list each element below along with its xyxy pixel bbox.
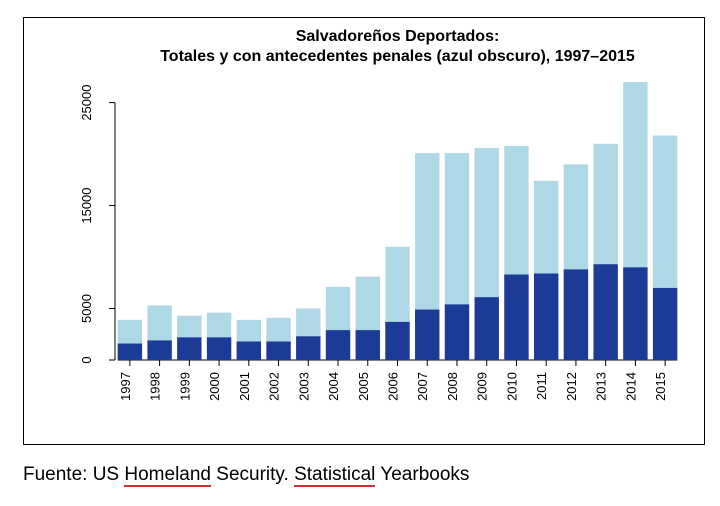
x-label: 2001 [237, 372, 252, 401]
bar-criminal [445, 304, 469, 360]
svg-text:Totales y con antecedentes pen: Totales y con antecedentes penales (azul… [160, 48, 635, 65]
bar-criminal [356, 330, 380, 360]
x-label: 2012 [564, 372, 579, 401]
x-label: 1999 [177, 372, 192, 401]
svg-text:0: 0 [79, 356, 94, 363]
x-label: 2014 [623, 372, 638, 401]
x-label: 1997 [118, 372, 133, 401]
x-label: 2008 [445, 372, 460, 401]
bar-criminal [118, 344, 142, 360]
x-label: 2013 [594, 372, 609, 401]
x-label: 2006 [386, 372, 401, 401]
bar-criminal [147, 340, 171, 360]
x-label: 2009 [475, 372, 490, 401]
bar-criminal [177, 337, 201, 360]
bar-criminal [623, 267, 647, 360]
bar-criminal [237, 341, 261, 360]
x-label: 2002 [267, 372, 282, 401]
x-label: 2003 [296, 372, 311, 401]
bar-criminal [415, 310, 439, 360]
bar-criminal [564, 269, 588, 360]
svg-text:5000: 5000 [79, 294, 94, 323]
bar-criminal [385, 322, 409, 360]
x-label: 2005 [356, 372, 371, 401]
bar-criminal [593, 264, 617, 360]
svg-text:25000: 25000 [79, 85, 94, 121]
x-label: 2010 [504, 372, 519, 401]
bar-criminal [296, 336, 320, 360]
bar-criminal [534, 274, 558, 360]
svg-text:Salvadoreños Deportados:: Salvadoreños Deportados: [296, 28, 500, 45]
bar-criminal [326, 330, 350, 360]
source-caption: Fuente: US Homeland Security. Statistica… [23, 464, 469, 486]
svg-text:15000: 15000 [79, 187, 94, 223]
x-label: 1998 [148, 372, 163, 401]
x-label: 2000 [207, 372, 222, 401]
bar-criminal [504, 275, 528, 360]
bar-criminal [475, 297, 499, 360]
bar-criminal [266, 341, 290, 360]
x-label: 2004 [326, 372, 341, 401]
bar-criminal [653, 288, 677, 360]
stacked-bar-chart: Salvadoreños Deportados: Totales y con an… [0, 0, 720, 506]
bar-criminal [207, 337, 231, 360]
x-label: 2011 [534, 372, 549, 400]
x-label: 2015 [653, 372, 668, 401]
x-label: 2007 [415, 372, 430, 401]
